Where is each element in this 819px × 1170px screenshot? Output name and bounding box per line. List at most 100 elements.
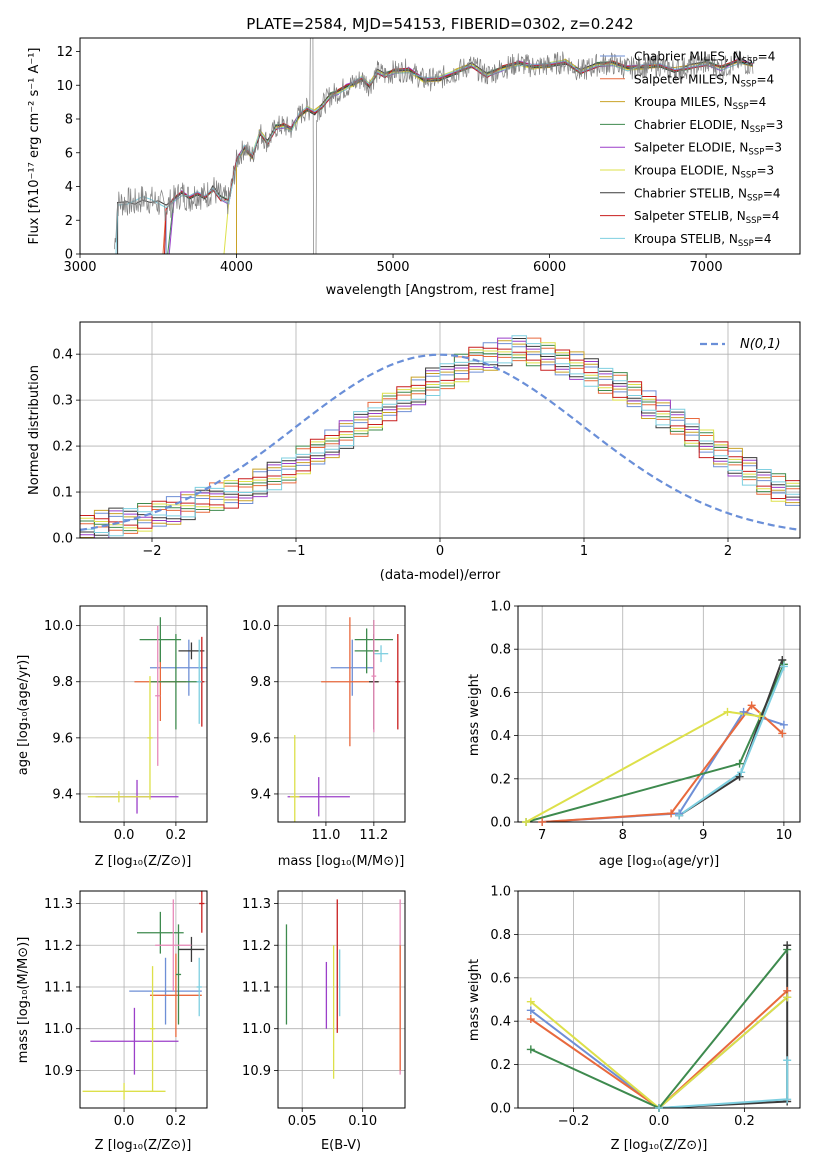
y-tick-label: 11.1 <box>242 980 271 995</box>
histogram-step <box>80 335 800 537</box>
x-tick-label: 0.05 <box>288 1114 317 1129</box>
y-tick-label: 0.4 <box>490 729 511 744</box>
y-tick-label: 9.6 <box>52 731 73 746</box>
y-tick-label: 12 <box>56 45 73 60</box>
axes-frame <box>517 605 801 823</box>
weight-marker <box>779 720 788 729</box>
weight-marker <box>526 997 535 1006</box>
x-tick-label: 4000 <box>220 260 253 275</box>
weight-marker <box>783 993 792 1002</box>
weight-line <box>530 948 788 1108</box>
x-tick-label: 0.2 <box>166 1114 187 1129</box>
y-tick-label: 11.0 <box>44 1022 73 1037</box>
y-tick-label: 1.0 <box>490 600 511 615</box>
x-tick-label: 0.0 <box>649 1114 670 1129</box>
y-tick-label: 0.6 <box>490 971 511 986</box>
legend-label: Kroupa STELIB, NSSP=4 <box>634 232 772 249</box>
weight-marker <box>735 759 744 768</box>
y-tick-label: 0.6 <box>490 686 511 701</box>
weight-marker <box>675 811 684 820</box>
mass-ebv-xlabel: E(B-V) <box>321 1138 361 1153</box>
legend-label: N(0,1) <box>740 337 781 352</box>
y-tick-label: 0.2 <box>490 1058 511 1073</box>
mass-vs-metallicity-panel: 0.0 0.2 10.9 11.0 11.1 11.2 11.3 <box>44 890 208 1129</box>
y-tick-label: 10.0 <box>44 619 73 634</box>
x-tick-label: 11.0 <box>311 828 340 843</box>
y-tick-label: 0.0 <box>52 532 73 547</box>
x-tick-label: 6000 <box>533 260 566 275</box>
y-tick-label: 10 <box>56 79 73 94</box>
x-tick-label: 7 <box>538 828 546 843</box>
x-tick-label: 11.2 <box>359 828 388 843</box>
spectrum-xlabel: wavelength [Angstrom, rest frame] <box>326 283 555 298</box>
y-tick-label: 0.3 <box>52 394 73 409</box>
weight-marker <box>783 1095 792 1104</box>
legend-label: Chabrier STELIB, NSSP=4 <box>634 186 781 203</box>
y-tick-label: 10.9 <box>242 1064 271 1079</box>
y-tick-label: 11.2 <box>242 939 271 954</box>
y-tick-label: 9.8 <box>52 675 73 690</box>
x-tick-label: 0.0 <box>114 828 135 843</box>
y-tick-label: 10.9 <box>44 1064 73 1079</box>
x-tick-label: 3000 <box>63 260 96 275</box>
weight-marker <box>778 729 787 738</box>
weight-marker <box>735 772 744 781</box>
age-vs-mass-panel: 11.0 11.2 9.4 9.6 9.8 10.0 <box>242 605 406 843</box>
plot-area <box>114 38 754 254</box>
axes-frame <box>277 605 406 823</box>
x-tick-label: 8 <box>619 828 627 843</box>
weight-marker <box>739 707 748 716</box>
weight-marker <box>538 818 547 826</box>
weight-vs-age-panel: 7 8 9 10 0.0 0.2 0.4 0.6 0.8 1.0 <box>490 600 801 843</box>
x-tick-label: 5000 <box>376 260 409 275</box>
y-tick-label: 9.8 <box>250 675 271 690</box>
plot-area <box>87 617 207 814</box>
weight-marker <box>667 809 676 818</box>
weight-marker <box>778 656 787 664</box>
x-tick-label: 1 <box>580 544 588 559</box>
y-tick-label: 10.0 <box>242 619 271 634</box>
weight-marker <box>737 768 746 777</box>
x-tick-label: 2 <box>724 544 732 559</box>
x-tick-label: 10 <box>776 828 793 843</box>
axes-frame <box>79 605 208 823</box>
y-tick-label: 11.0 <box>242 1022 271 1037</box>
legend-label: Kroupa ELODIE, NSSP=3 <box>634 164 774 181</box>
age-vs-metallicity-panel: 0.0 0.2 9.4 9.6 9.8 10.0 <box>44 605 208 843</box>
y-tick-label: 0.0 <box>490 816 511 831</box>
weight-z-ylabel: mass weight <box>467 959 482 1041</box>
y-tick-label: 1.0 <box>490 885 511 900</box>
weight-marker <box>755 712 764 721</box>
weight-marker <box>526 1006 535 1015</box>
weight-marker <box>522 818 531 826</box>
x-tick-label: 0.2 <box>734 1114 755 1129</box>
weight-marker <box>779 662 788 671</box>
spectrum-legend: Chabrier MILES, NSSP=4 Salpeter MILES, NS… <box>600 50 783 249</box>
weight-line <box>530 990 788 1108</box>
mass-z-ylabel: mass [log₁₀(M/M⊙)] <box>16 937 31 1064</box>
legend-label: Chabrier ELODIE, NSSP=3 <box>634 118 783 135</box>
residuals-ylabel: Normed distribution <box>27 365 42 495</box>
y-tick-label: 0.0 <box>490 1102 511 1117</box>
residuals-panel: −2 −1 0 1 2 0.0 0.1 0.2 0.3 0.4 N(0,1) <box>52 321 801 559</box>
axes-frame <box>277 890 406 1109</box>
mass-z-xlabel: Z [log₁₀(Z/Z⊙)] <box>95 1138 192 1153</box>
y-tick-label: 11.3 <box>44 897 73 912</box>
weight-marker <box>655 1104 663 1112</box>
legend-label: Chabrier MILES, NSSP=4 <box>634 50 775 67</box>
residuals-xlabel: (data-model)/error <box>380 568 501 583</box>
axes-frame <box>79 37 801 255</box>
legend-label: Salpeter ELODIE, NSSP=3 <box>634 141 782 158</box>
plot-area <box>80 335 800 538</box>
x-tick-label: 0 <box>436 544 444 559</box>
legend-label: Kroupa MILES, NSSP=4 <box>634 95 766 112</box>
plot-area <box>82 891 205 1100</box>
spectrum-title: PLATE=2584, MJD=54153, FIBERID=0302, z=0… <box>246 15 633 33</box>
y-tick-label: 0.4 <box>490 1015 511 1030</box>
weight-vs-metallicity-panel: −0.2 0.0 0.2 0.0 0.2 0.4 0.6 0.8 1.0 <box>490 885 801 1129</box>
spectrum-ylabel: Flux [fλ10⁻¹⁷ erg cm⁻² s⁻¹ A⁻¹] <box>27 48 42 245</box>
y-tick-label: 0.4 <box>52 348 73 363</box>
plot-area <box>285 899 401 1079</box>
y-tick-label: 9.4 <box>250 787 271 802</box>
